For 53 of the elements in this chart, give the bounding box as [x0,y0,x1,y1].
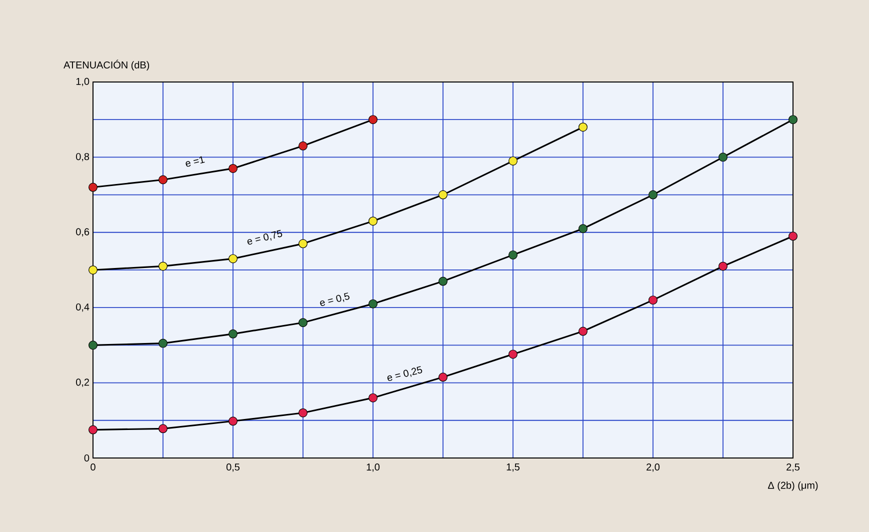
point [718,262,728,271]
point [578,122,588,132]
x-tick-label: 1,5 [506,464,520,472]
point [228,254,238,264]
x-tick-label: 2,0 [646,464,660,472]
point [88,182,98,192]
point [578,224,588,234]
x-tick-label: 0 [90,464,96,471]
y-tick-label: 1,0 [76,78,90,86]
point [88,340,98,350]
x-tick-label: 1,0 [366,464,380,472]
point [228,329,238,338]
point [298,239,308,248]
y-tick-label: 0,2 [76,378,89,387]
point [508,350,518,359]
x-tick-label: 2,5 [786,464,800,472]
point [648,296,658,305]
point [508,250,518,260]
point [438,276,448,286]
point [368,216,378,226]
point [438,372,448,382]
y-tick-label: 0,4 [76,303,90,312]
point [788,232,798,241]
point [718,152,728,162]
point [158,424,168,434]
y-tick-label: 0 [84,454,90,462]
point [438,190,448,200]
point [158,338,168,348]
point [508,156,518,166]
point [648,190,658,200]
point [228,416,238,426]
y-tick-label: 0,8 [76,153,90,162]
point [368,115,378,124]
x-axis-title: Δ (2b) (μm) [768,482,818,491]
point [368,393,378,402]
point [298,318,308,328]
text: e = 0,25 [387,366,422,381]
point [578,326,588,336]
point [158,175,168,184]
text: e = 0,5 [320,292,350,306]
text: e =1 [186,156,205,167]
point [368,299,378,308]
point [788,115,798,124]
x-tick-label: 0,5 [226,464,240,472]
point [88,425,98,434]
point [158,262,168,271]
point [228,164,238,173]
y-axis-title: ATENUACIÓN (dB) [64,60,150,70]
point [88,265,98,274]
point [298,141,308,150]
y-tick-label: 0,6 [76,228,90,237]
point [298,408,308,418]
text: e = 0,75 [247,230,282,245]
